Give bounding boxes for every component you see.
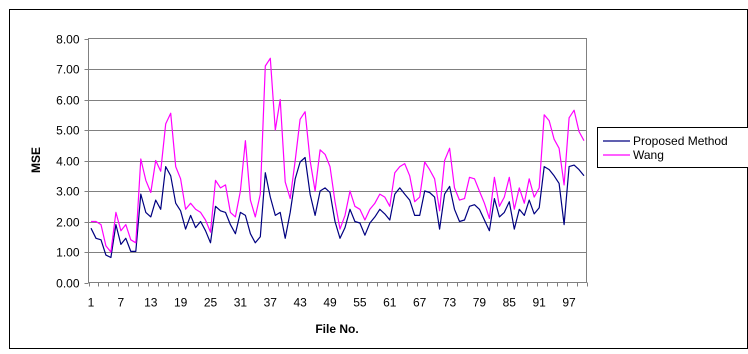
x-tick-label: 1 — [88, 296, 95, 310]
x-tick-label: 61 — [383, 296, 397, 310]
x-tick-label: 97 — [562, 296, 576, 310]
x-axis-title: File No. — [315, 322, 358, 336]
y-tick-label: 8.00 — [56, 33, 80, 47]
x-tick-label: 19 — [174, 296, 188, 310]
legend-label-proposed-method: Proposed Method — [633, 134, 728, 148]
legend: Proposed Method Wang — [598, 128, 748, 168]
x-tick-label: 79 — [473, 296, 487, 310]
x-tick-label: 55 — [353, 296, 367, 310]
x-tick-label: 43 — [293, 296, 307, 310]
x-tick-label: 25 — [204, 296, 218, 310]
x-tick-label: 37 — [264, 296, 278, 310]
x-tick-label: 31 — [234, 296, 248, 310]
y-tick-label: 6.00 — [56, 94, 80, 108]
legend-label-wang: Wang — [633, 148, 664, 162]
y-tick-label: 2.00 — [56, 216, 80, 230]
x-tick-label: 49 — [323, 296, 337, 310]
x-tick-label: 67 — [413, 296, 427, 310]
plot-area — [89, 39, 587, 283]
x-tick-label: 91 — [533, 296, 547, 310]
x-tick-label: 13 — [144, 296, 158, 310]
y-tick-label: 1.00 — [56, 246, 80, 260]
y-axis-title: MSE — [29, 147, 43, 173]
y-tick-label: 0.00 — [56, 277, 80, 291]
x-tick-label: 7 — [118, 296, 125, 310]
x-tick-label: 73 — [443, 296, 457, 310]
y-tick-label: 3.00 — [56, 185, 80, 199]
x-tick-label: 85 — [503, 296, 517, 310]
y-tick-label: 4.00 — [56, 155, 80, 169]
y-tick-label: 7.00 — [56, 63, 80, 77]
y-tick-label: 5.00 — [56, 124, 80, 138]
